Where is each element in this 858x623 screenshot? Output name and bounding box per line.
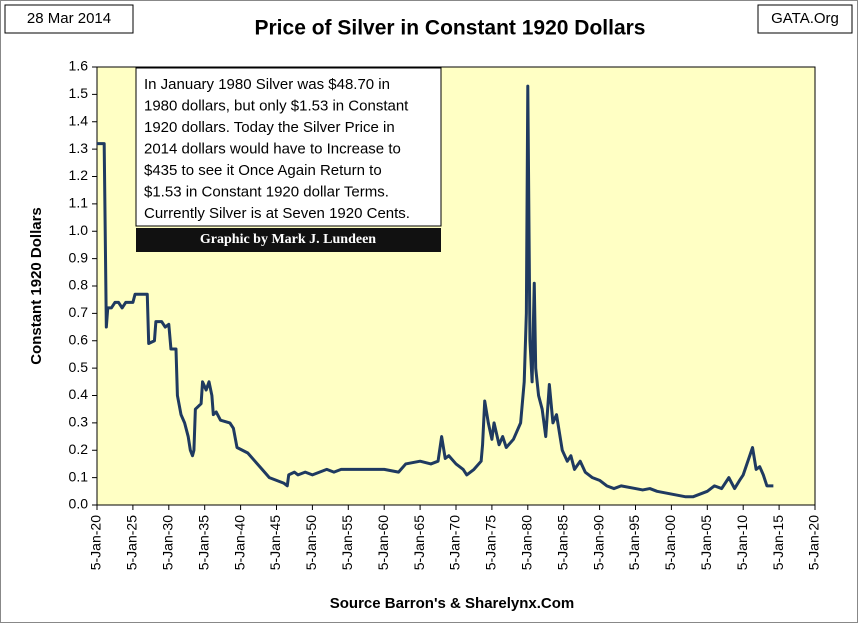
x-tick-label: 5-Jan-50 xyxy=(303,515,319,570)
annotation-line: 1920 dollars. Today the Silver Price in xyxy=(144,119,395,136)
x-tick-label: 5-Jan-40 xyxy=(231,515,247,570)
x-tick-label: 5-Jan-55 xyxy=(339,515,355,570)
price-line xyxy=(97,84,774,499)
y-tick-label: 1.5 xyxy=(69,85,89,101)
y-tick-label: 0.2 xyxy=(69,441,89,457)
x-tick-label: 5-Jan-10 xyxy=(734,515,750,570)
x-tick-label: 5-Jan-05 xyxy=(698,515,714,570)
annotation-line: $1.53 in Constant 1920 dollar Terms. xyxy=(144,183,389,200)
annotation-box xyxy=(135,67,442,227)
site-label: GATA.Org xyxy=(771,10,839,27)
x-tick-label: 5-Jan-45 xyxy=(267,515,283,570)
y-tick-label: 0.7 xyxy=(69,304,89,320)
y-tick-label: 0.5 xyxy=(69,359,89,375)
y-axis-label: Constant 1920 Dollars xyxy=(28,207,45,365)
y-tick-label: 0.9 xyxy=(69,249,89,265)
annotation-line: Currently Silver is at Seven 1920 Cents. xyxy=(144,205,410,222)
x-tick-label: 5-Jan-75 xyxy=(483,515,499,570)
y-tick-label: 0.1 xyxy=(69,468,89,484)
chart-title: Price of Silver in Constant 1920 Dollars xyxy=(255,17,646,40)
y-tick-label: 0.0 xyxy=(69,496,89,512)
x-tick-label: 5-Jan-65 xyxy=(411,515,427,570)
x-tick-label: 5-Jan-95 xyxy=(626,515,642,570)
date-box xyxy=(4,4,134,34)
y-tick-label: 1.4 xyxy=(69,112,89,128)
x-tick-label: 5-Jan-35 xyxy=(195,515,211,570)
credit-box xyxy=(136,228,441,252)
site-box xyxy=(757,4,853,34)
y-tick-label: 0.6 xyxy=(69,331,89,347)
x-tick-label: 5-Jan-85 xyxy=(554,515,570,570)
y-tick-label: 1.2 xyxy=(69,167,89,183)
x-tick-label: 5-Jan-30 xyxy=(160,515,176,570)
annotation-line: 1980 dollars, but only $1.53 in Constant xyxy=(144,97,409,114)
x-tick-label: 5-Jan-15 xyxy=(770,515,786,570)
x-tick-label: 5-Jan-90 xyxy=(590,515,606,570)
y-tick-label: 1.3 xyxy=(69,140,89,156)
date-label: 28 Mar 2014 xyxy=(27,10,111,27)
x-tick-label: 5-Jan-00 xyxy=(662,515,678,570)
x-tick-label: 5-Jan-70 xyxy=(447,515,463,570)
y-tick-label: 0.3 xyxy=(69,414,89,430)
x-axis-label: Source Barron's & Sharelynx.Com xyxy=(330,595,574,612)
y-tick-label: 1.6 xyxy=(69,58,89,74)
annotation-line: 2014 dollars would have to Increase to xyxy=(144,140,401,157)
y-tick-label: 0.8 xyxy=(69,277,89,293)
y-tick-label: 0.4 xyxy=(69,386,89,402)
annotation-line: In January 1980 Silver was $48.70 in xyxy=(144,76,390,93)
x-tick-label: 5-Jan-60 xyxy=(375,515,391,570)
credit: Graphic by Mark J. Lundeen xyxy=(200,232,376,247)
x-tick-label: 5-Jan-20 xyxy=(88,515,104,570)
x-tick-label: 5-Jan-80 xyxy=(519,515,535,570)
y-tick-label: 1.1 xyxy=(69,195,89,211)
y-tick-label: 1.0 xyxy=(69,222,89,238)
annotation-line: $435 to see it Once Again Return to xyxy=(144,162,382,179)
x-tick-label: 5-Jan-25 xyxy=(124,515,140,570)
x-tick-label: 5-Jan-20 xyxy=(806,515,822,570)
